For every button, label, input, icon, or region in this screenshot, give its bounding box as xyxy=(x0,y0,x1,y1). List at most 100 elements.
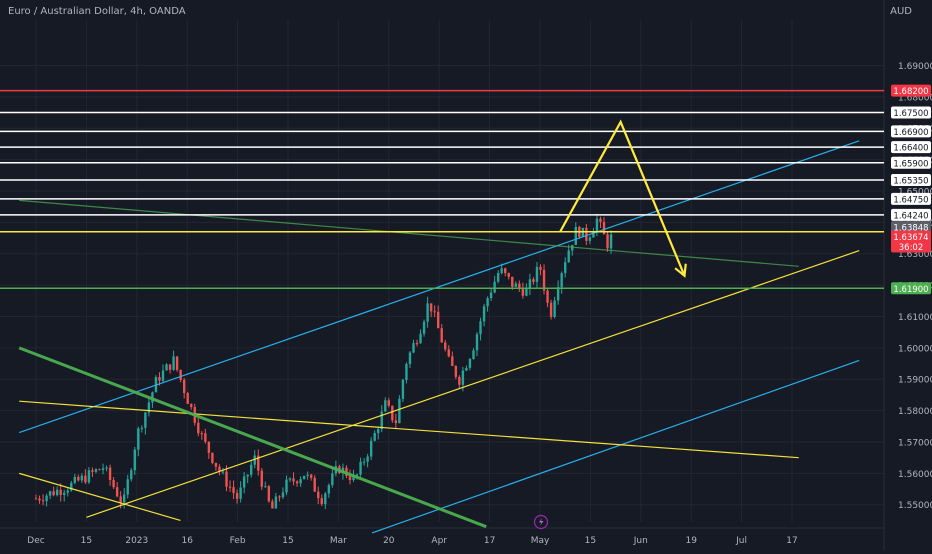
countdown-label: 36:02 xyxy=(899,243,924,253)
candle-body xyxy=(292,478,295,482)
candle-body xyxy=(521,288,525,296)
trendline-cyan[interactable] xyxy=(19,140,860,434)
candle-body xyxy=(204,433,207,442)
candle-body xyxy=(190,403,193,408)
candle-body xyxy=(55,489,59,496)
candle-body xyxy=(511,276,514,287)
candle-body xyxy=(158,377,161,381)
candle-body xyxy=(186,392,189,404)
candle-body xyxy=(179,369,182,380)
x-tick-label: 19 xyxy=(685,536,697,546)
candle-body xyxy=(299,479,302,484)
candle-body xyxy=(288,478,292,480)
candle-body xyxy=(369,440,373,457)
trendline-yellow[interactable] xyxy=(86,250,860,518)
candle-body xyxy=(549,302,553,317)
trendline-green[interactable] xyxy=(18,346,487,529)
trendline-yellow[interactable] xyxy=(19,472,181,522)
candle-body xyxy=(525,288,528,296)
candle-body xyxy=(422,321,426,334)
candle-body xyxy=(468,359,472,368)
candle-body xyxy=(246,474,249,477)
candle-body xyxy=(126,479,129,495)
candle-body xyxy=(105,467,108,469)
x-tick-label: May xyxy=(531,536,550,546)
candle-body xyxy=(500,268,503,274)
candle-body xyxy=(59,489,62,495)
candle-body xyxy=(472,350,475,360)
x-tick-label: Apr xyxy=(431,536,447,546)
candle-body xyxy=(475,334,479,351)
x-tick-label: 15 xyxy=(585,536,596,546)
candle-body xyxy=(313,477,316,492)
trendline-cyan[interactable] xyxy=(371,359,860,534)
candle-body xyxy=(267,486,271,502)
candle-body xyxy=(377,429,380,434)
candle-body xyxy=(123,494,126,503)
candle-body xyxy=(564,262,567,274)
candle-body xyxy=(242,476,246,488)
candle-body xyxy=(260,470,263,487)
y-tick-label: 1.61000 xyxy=(898,313,932,323)
candle-body xyxy=(271,501,274,509)
candle-body xyxy=(232,487,235,493)
candle-body xyxy=(207,441,211,453)
candle-body xyxy=(133,449,136,471)
candle-body xyxy=(84,475,87,483)
candle-body xyxy=(225,471,228,487)
candle-body xyxy=(119,496,122,503)
candle-body xyxy=(317,491,320,499)
candle-body xyxy=(609,234,613,249)
x-tick-label: Dec xyxy=(27,536,44,546)
candle-body xyxy=(373,433,376,441)
candle-body xyxy=(295,481,299,484)
candle-body xyxy=(70,482,73,491)
candle-body xyxy=(80,475,84,481)
candle-body xyxy=(101,468,105,470)
candle-body xyxy=(115,487,119,497)
candle-body xyxy=(91,470,94,472)
candle-body xyxy=(165,364,168,371)
candle-body xyxy=(161,370,165,381)
candle-body xyxy=(479,321,482,335)
candle-body xyxy=(539,266,542,270)
trendline-green[interactable] xyxy=(19,199,799,267)
candle-body xyxy=(556,287,560,301)
y-tick-label: 1.57000 xyxy=(898,438,932,448)
candle-body xyxy=(599,218,602,222)
price-tag xyxy=(891,174,931,187)
candle-body xyxy=(359,461,362,475)
candle-body xyxy=(461,370,465,385)
candle-body xyxy=(278,496,281,498)
candle-body xyxy=(355,474,359,476)
x-tick-label: 15 xyxy=(81,536,92,546)
trendline-yellow[interactable] xyxy=(19,400,799,459)
candle-body xyxy=(444,342,447,350)
candle-body xyxy=(426,303,429,322)
price-tag xyxy=(891,156,931,169)
candle-body xyxy=(398,398,401,424)
candle-body xyxy=(175,356,179,370)
candle-body xyxy=(482,306,486,322)
events-lightning-icon[interactable] xyxy=(533,514,549,530)
candle-body xyxy=(560,273,563,288)
price-tag-label: 1.65350 xyxy=(893,177,928,187)
price-tag xyxy=(891,125,931,138)
candle-body xyxy=(140,427,144,429)
currency-label: AUD xyxy=(890,6,912,17)
candle-body xyxy=(281,492,285,498)
candle-body xyxy=(250,464,253,475)
projection-arrowhead xyxy=(674,263,687,278)
candle-body xyxy=(218,466,221,472)
candle-body xyxy=(415,343,419,345)
price-tag xyxy=(891,141,931,154)
candle-body xyxy=(239,487,242,499)
candle-body xyxy=(528,279,532,289)
projection-path[interactable] xyxy=(559,119,686,277)
candle-body xyxy=(172,356,175,370)
candle-body xyxy=(362,461,366,463)
candle-body xyxy=(504,268,507,274)
symbol-title[interactable]: Euro / Australian Dollar, 4h, OANDA xyxy=(8,6,186,17)
